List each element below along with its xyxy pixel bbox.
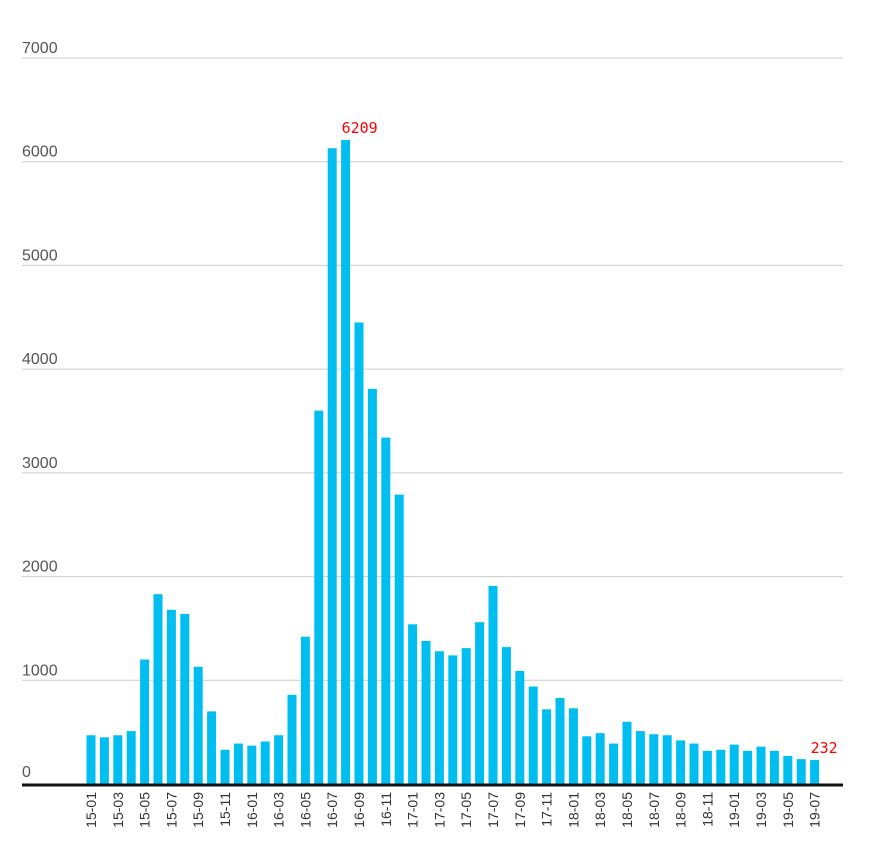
y-axis: 0 1000 2000 3000 4000 5000 6000 7000 [22,40,58,781]
bar-19-02 [743,750,753,784]
bar-18-06 [635,731,645,784]
x-axis: 15-01 15-03 15-05 15-07 15-09 15-11 16-01 16-03… [83,792,823,828]
bar-17-09 [515,670,525,784]
bar-16-07 [327,148,337,784]
x-tick-label: 17-09 [512,792,528,828]
bar-15-03 [113,735,123,784]
bar-16-12 [394,494,404,784]
bar-16-01 [247,745,257,784]
bar-17-12 [555,697,565,784]
x-tick-label: 18-11 [699,792,715,827]
bar-18-07 [649,734,659,784]
bar-16-02 [260,741,270,784]
bar-15-02 [99,737,109,784]
x-tick-label: 19-01 [726,792,742,828]
bar-18-10 [689,743,699,784]
x-tick-label: 19-07 [807,792,823,828]
bar-18-02 [582,736,592,784]
x-tick-label: 17-11 [539,792,555,827]
bar-18-01 [568,708,578,784]
bar-16-03 [274,735,284,784]
x-tick-label: 18-05 [619,792,635,828]
bar-17-11 [542,709,552,784]
x-tick-label: 17-07 [485,792,501,828]
bar-15-12 [233,743,243,784]
x-tick-label: 16-05 [297,792,313,828]
x-tick-label: 15-03 [110,792,126,828]
bar-16-04 [287,694,297,784]
bar-17-05 [461,648,471,784]
data-label: 6209 [342,119,378,137]
bar-16-09 [354,322,364,784]
y-tick-label: 1000 [22,662,58,679]
x-tick-label: 15-07 [163,792,179,828]
x-tick-label: 18-03 [592,792,608,828]
bar-19-05 [783,755,793,784]
x-tick-label: 15-05 [137,792,153,828]
bar-17-04 [448,655,458,784]
bar-18-09 [676,740,686,784]
bar-16-06 [314,410,324,784]
x-tick-label: 19-05 [780,792,796,828]
bar-17-02 [421,640,431,784]
x-tick-label: 18-09 [673,792,689,828]
bar-19-07 [810,759,820,784]
bar-16-11 [381,437,391,784]
bar-16-08 [341,140,351,785]
bar-17-08 [501,647,511,784]
bar-19-01 [729,744,739,784]
x-tick-label: 18-01 [565,792,581,828]
bar-17-07 [488,585,498,784]
bar-19-06 [796,759,806,784]
x-tick-label: 15-11 [217,792,233,827]
x-tick-label: 18-07 [646,792,662,828]
y-tick-label: 0 [22,764,31,781]
x-tick-label: 16-03 [271,792,287,828]
x-tick-label: 16-11 [378,792,394,827]
bar-15-01 [86,735,96,784]
x-tick-label: 16-09 [351,792,367,828]
bar-19-03 [756,746,766,784]
x-tick-label: 19-03 [753,792,769,828]
bar-17-03 [434,651,444,784]
y-tick-label: 6000 [22,144,58,161]
bar-18-12 [716,749,726,784]
bar-18-08 [662,735,672,784]
x-tick-label: 16-01 [244,792,260,828]
bar-17-10 [528,686,538,784]
y-tick-label: 3000 [22,455,58,472]
y-tick-label: 2000 [22,559,58,576]
x-tick-label: 15-01 [83,792,99,828]
annotations: 6209 232 [342,119,838,757]
data-label: 232 [811,739,838,757]
x-tick-label: 17-05 [458,792,474,828]
y-tick-label: 4000 [22,351,58,368]
bar-17-01 [408,624,418,784]
y-tick-label: 7000 [22,40,58,57]
bars [86,140,820,785]
bar-18-04 [609,743,619,784]
bar-18-11 [702,750,712,784]
bar-15-11 [220,749,230,784]
bar-15-06 [153,594,163,784]
grid-lines [22,57,843,681]
bar-16-10 [367,388,377,784]
x-tick-label: 16-07 [324,792,340,828]
bar-15-04 [126,731,136,784]
bar-15-09 [193,666,203,784]
y-tick-label: 5000 [22,247,58,264]
x-tick-label: 15-09 [190,792,206,828]
bar-15-05 [140,659,150,784]
bar-19-04 [769,750,779,784]
bar-17-06 [475,622,485,784]
x-tick-label: 17-03 [431,792,447,828]
bar-15-10 [207,711,217,784]
bar-18-05 [622,721,632,784]
x-tick-label: 17-01 [405,792,421,828]
bar-15-08 [180,613,190,784]
bar-16-05 [300,636,310,784]
bar-15-07 [166,609,176,784]
bar-18-03 [595,733,605,784]
